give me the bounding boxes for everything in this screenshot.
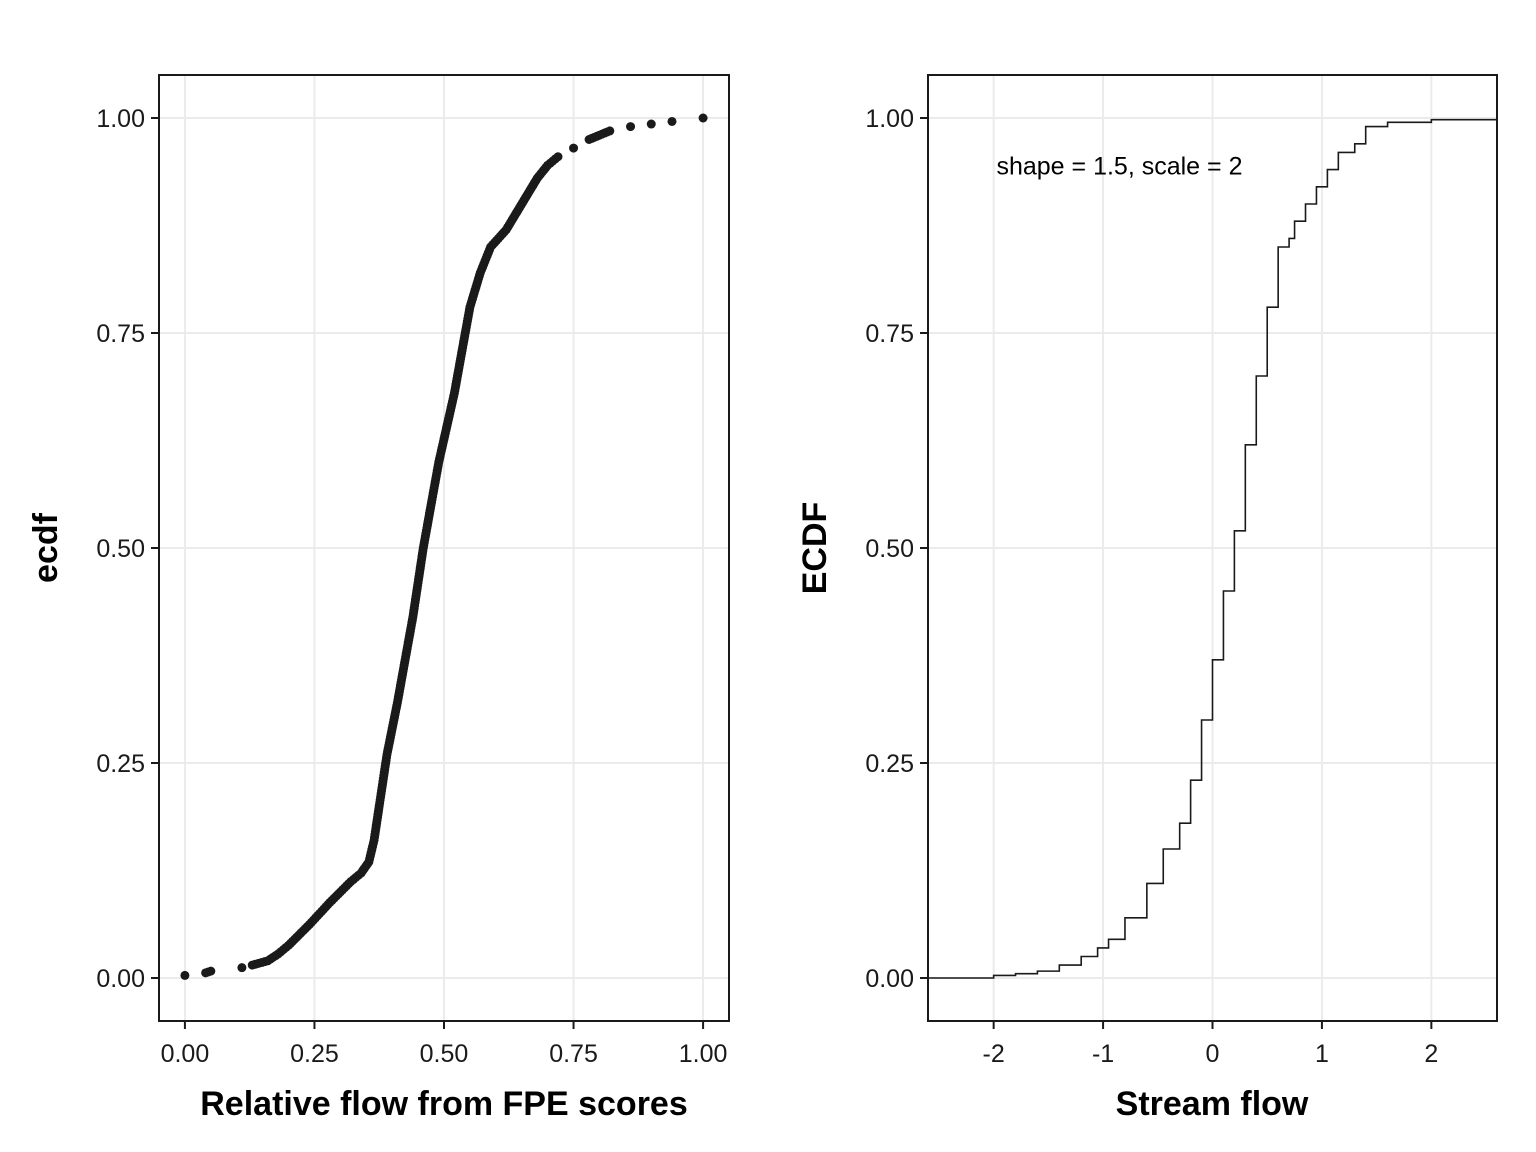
left-scatter-point — [408, 612, 418, 622]
left-scatter-point — [667, 116, 677, 126]
left-x-tick-label: 0.50 — [420, 1040, 469, 1068]
left-scatter-point — [273, 949, 283, 959]
left-scatter-point — [413, 577, 423, 587]
left-scatter-point — [294, 930, 304, 940]
left-scatter-point — [364, 857, 374, 867]
left-scatter-point — [512, 208, 522, 218]
right-y-axis-title: ECDF — [796, 502, 834, 595]
left-scatter-point — [346, 877, 356, 887]
left-x-tick-label: 1.00 — [679, 1040, 728, 1068]
left-y-axis-title: ecdf — [27, 512, 65, 583]
right-y-tick-label: 0.25 — [865, 750, 914, 778]
left-x-tick-label: 0.00 — [161, 1040, 210, 1068]
left-scatter-point — [374, 801, 384, 811]
left-scatter-point — [369, 835, 379, 845]
left-scatter-point — [605, 126, 615, 136]
left-scatter-point — [356, 868, 366, 878]
right-x-tick-label: 2 — [1424, 1040, 1438, 1068]
left-scatter-point — [584, 135, 594, 144]
right-y-tick-label: 0.50 — [865, 535, 914, 563]
right-annotation: shape = 1.5, scale = 2 — [996, 152, 1242, 180]
left-scatter-point — [392, 698, 402, 708]
left-scatter-point — [543, 160, 553, 170]
left-scatter-point — [457, 345, 467, 355]
left-scatter-point — [315, 909, 325, 918]
right-x-tick-label: 0 — [1206, 1040, 1220, 1068]
left-scatter-point — [284, 940, 294, 950]
left-scatter-point — [594, 130, 604, 140]
left-y-tick-label: 1.00 — [96, 105, 145, 133]
left-x-tick-label: 0.25 — [290, 1040, 339, 1068]
left-scatter-point — [646, 119, 656, 129]
left-y-tick-label: 0.50 — [96, 535, 145, 563]
left-scatter-point — [553, 152, 563, 162]
left-scatter-point — [304, 920, 314, 930]
left-scatter-point — [325, 897, 335, 907]
left-scatter-point — [237, 963, 247, 973]
left-scatter-point — [400, 655, 410, 665]
left-scatter-point — [206, 966, 216, 976]
left-scatter-point — [569, 143, 579, 153]
left-scatter-point — [426, 500, 436, 510]
left-scatter-point — [493, 233, 503, 243]
left-y-tick-label: 0.00 — [96, 965, 145, 993]
right-x-tick-label: -2 — [983, 1040, 1005, 1068]
left-scatter-point — [418, 543, 428, 553]
left-y-tick-label: 0.75 — [96, 320, 145, 348]
right-ecdf-step-line — [928, 118, 1498, 979]
left-scatter-point — [698, 113, 708, 123]
left-scatter-point — [247, 960, 257, 970]
right-y-tick-label: 1.00 — [865, 105, 914, 133]
left-y-tick-label: 0.25 — [96, 750, 145, 778]
left-scatter-point — [382, 749, 392, 759]
left-scatter-point — [465, 302, 475, 312]
left-scatter-point — [434, 457, 444, 467]
right-x-axis-title: Stream flow — [1116, 1085, 1309, 1123]
right-y-tick-label: 0.75 — [865, 320, 914, 348]
left-scatter-point — [532, 173, 542, 183]
left-scatter-point — [180, 970, 190, 980]
right-x-tick-label: -1 — [1092, 1040, 1114, 1068]
right-panel: shape = 1.5, scale = 2 -2 -1 0 1 2 0.00 0.25 0.… — [796, 74, 1498, 1123]
left-scatter-point — [335, 887, 345, 897]
left-x-axis-title: Relative flow from FPE scores — [200, 1085, 688, 1123]
left-x-tick-label: 0.75 — [549, 1040, 598, 1068]
left-scatter-point — [449, 388, 459, 398]
left-scatter-point — [522, 190, 532, 200]
left-scatter-point — [475, 268, 485, 278]
left-panel: 0.00 0.25 0.50 0.75 1.00 0.00 0.25 0.50 0.75 1.00… — [27, 74, 730, 1123]
left-scatter-point — [263, 956, 273, 966]
right-y-tick-label: 0.00 — [865, 965, 914, 993]
left-scatter-point — [442, 423, 452, 433]
left-scatter-point — [626, 122, 636, 132]
left-scatter-point — [486, 242, 496, 252]
left-scatter-point — [501, 225, 511, 235]
right-x-tick-label: 1 — [1315, 1040, 1329, 1068]
